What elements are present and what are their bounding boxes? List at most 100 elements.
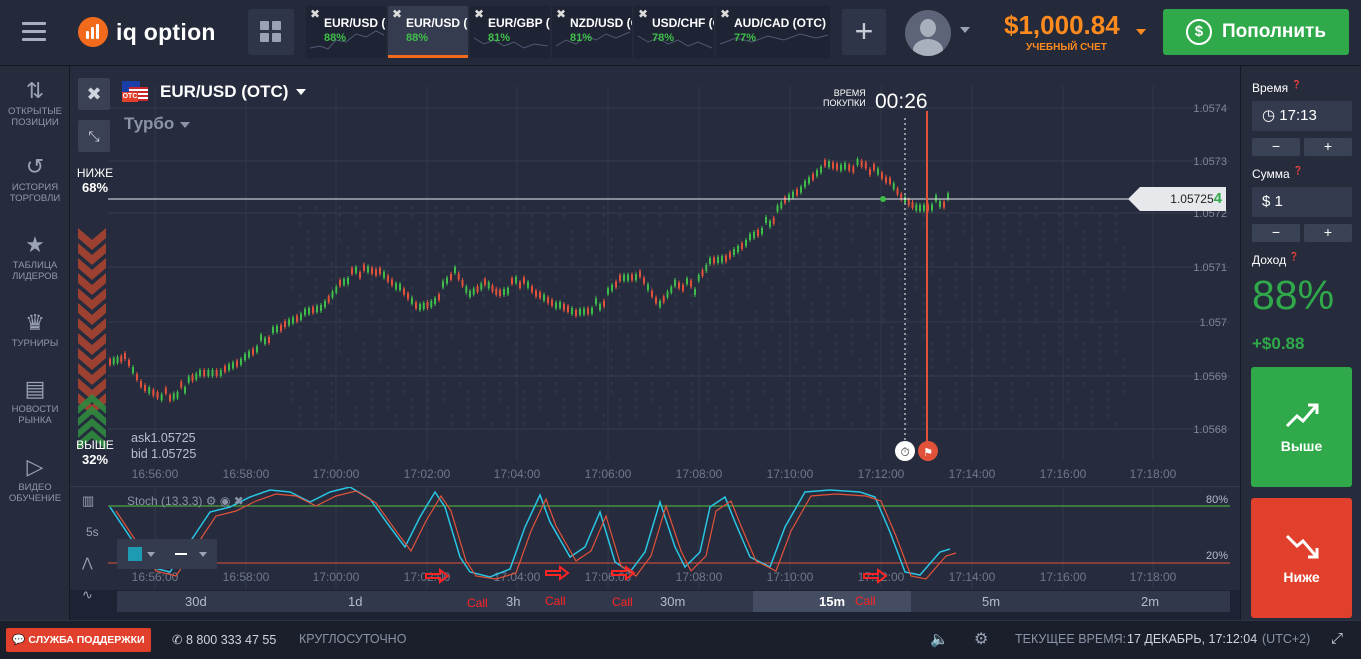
sidebar-item-video[interactable]: ▷ ВИДЕО ОБУЧЕНИЕ [0,454,70,504]
amount-plus-button[interactable]: + [1304,224,1352,242]
close-icon[interactable]: ✖ [556,7,567,21]
indicators-icon[interactable]: ∿ [82,587,93,602]
asset-tab[interactable]: ✖ EUR/GBP (OTC) 81% [470,6,550,58]
draw-icon[interactable]: ⋀ [82,555,93,570]
amount-minus-button[interactable]: − [1252,224,1300,242]
candle-body [395,283,397,290]
sidebar-item-tournaments[interactable]: ♛ ТУРНИРЫ [0,310,70,349]
time-minus-button[interactable]: − [1252,138,1300,156]
close-icon[interactable]: ✖ [392,7,403,21]
scale-30m[interactable]: 30m [660,594,686,609]
close-icon[interactable]: ✖ [233,494,244,508]
candle-body [824,160,826,166]
deposit-label: Пополнить [1221,21,1327,42]
candle-body [211,370,214,376]
color-selector[interactable] [117,539,217,569]
close-icon[interactable]: ✖ [474,7,485,21]
candle-body [224,366,226,372]
gear-icon[interactable]: ⚙ [205,494,217,508]
asset-tab[interactable]: ✖ AUD/CAD (OTC) 77% [716,6,830,58]
add-tab-button[interactable]: + [842,9,886,55]
candle-body [615,281,617,288]
higher-button[interactable]: Выше [1251,367,1352,487]
timeframe-label[interactable]: 5s [86,525,99,539]
candle-body [268,337,270,343]
candle-body [454,267,456,273]
sidebar-item-news[interactable]: ▤ НОВОСТИ РЫНКА [0,376,70,426]
eye-icon[interactable]: ◉ [219,494,231,508]
collapse-icon[interactable]: ⤡ [78,120,110,152]
scale-1d[interactable]: 1d [348,594,363,609]
candle-body [367,266,369,273]
stoch-indicator[interactable]: 16:56:00 16:58:00 17:00:00 17:02:00 17:04:00… [70,486,1240,602]
sound-icon[interactable]: 🔈 [930,631,949,648]
candle-body [678,282,680,289]
scale-2m[interactable]: 2m [1141,594,1160,609]
close-icon[interactable]: ✖ [310,7,321,21]
candle-body [292,317,294,324]
menu-icon[interactable] [22,22,46,42]
level-80-label: 80% [1206,494,1228,506]
scale-3h[interactable]: 3h [506,594,521,609]
candle-body [347,278,349,284]
close-icon[interactable]: ✖ [638,7,649,21]
candle-body [320,305,322,311]
chevron-down-icon [180,121,191,128]
asset-tab[interactable]: ✖ USD/CHF (OTC) 78% [634,6,714,58]
lower-button[interactable]: Ниже [1251,498,1352,618]
candles-icon[interactable]: ▥ [82,493,95,508]
mode-selector[interactable]: Турбо [124,114,191,134]
help-icon: ❓ [1293,166,1304,175]
candle-body [128,360,130,366]
candle-body [507,288,509,294]
price-tick: 1.0569 [1193,371,1227,383]
indicator-name[interactable]: Stoch (13,3,3) ⚙ ◉ ✖ [127,494,244,508]
sidebar: ⇅ ОТКРЫТЫЕ ПОЗИЦИИ ↺ ИСТОРИЯ ТОРГОВЛИ ★ … [0,66,70,620]
candle-body [228,364,230,371]
support-button[interactable]: 💬 СЛУЖБА ПОДДЕРЖКИ [6,628,151,652]
sidebar-item-history[interactable]: ↺ ИСТОРИЯ ТОРГОВЛИ [0,154,70,204]
chevron-down-icon[interactable] [1136,29,1146,35]
asset-selector[interactable]: OTC EUR/USD (OTC) [122,81,307,103]
candle-body [442,281,444,288]
time-tick: 17:14:00 [949,570,996,584]
asset-tab[interactable]: ✖ NZD/USD (OTC) 81% [552,6,632,58]
chevron-down-icon [199,552,207,557]
price-chart[interactable]: 1.0574 1.0573 1.0572 1.0571 1.057 1.0569 1.056… [70,66,1240,486]
candle-body [753,232,755,238]
candle-body [674,280,676,286]
amount-input[interactable]: $ 1 [1252,187,1352,217]
chevron-down-icon[interactable] [960,27,970,33]
candle-body [599,304,601,310]
chart-canvas[interactable]: 1.0574 1.0573 1.0572 1.0571 1.057 1.0569 1.056… [70,66,1240,486]
gear-icon[interactable]: ⚙ [974,631,989,648]
expiry-time-input[interactable]: ◷ 17:13 [1252,101,1352,131]
candle-body [551,299,553,306]
tab-sparkline [637,35,713,49]
deposit-button[interactable]: $ Пополнить [1163,9,1349,55]
candle-body [769,221,771,227]
balance[interactable]: $1,000.84 [1004,10,1120,40]
scale-30d[interactable]: 30d [185,594,207,609]
grid-icon[interactable] [248,9,294,55]
scale-15m[interactable]: 15m [753,591,911,612]
sidebar-item-positions[interactable]: ⇅ ОТКРЫТЫЕ ПОЗИЦИИ [0,78,70,128]
logo[interactable]: iq option [78,17,216,47]
time-tick: 16:56:00 [132,467,179,481]
avatar[interactable] [905,10,951,56]
asset-tab[interactable]: ✖ EUR/USD (OTC) 88% [306,6,386,58]
sentiment-arrow-down [78,303,106,325]
time-plus-button[interactable]: + [1304,138,1352,156]
sidebar-item-leaders[interactable]: ★ ТАБЛИЦА ЛИДЕРОВ [0,232,70,282]
scale-5m[interactable]: 5m [982,594,1001,609]
finish-flag-icon [918,441,938,461]
candle-body [651,290,653,297]
close-icon[interactable]: ✖ [78,78,110,110]
asset-tab-active[interactable]: ✖ EUR/USD (OTC) 88% [388,6,468,58]
current-price-dot [880,196,886,202]
fullscreen-icon[interactable]: ⤢ [1331,630,1344,647]
candle-body [900,193,903,200]
close-icon[interactable]: ✖ [720,7,731,21]
candle-body [426,302,429,308]
price-tick: 1.0568 [1193,424,1227,436]
